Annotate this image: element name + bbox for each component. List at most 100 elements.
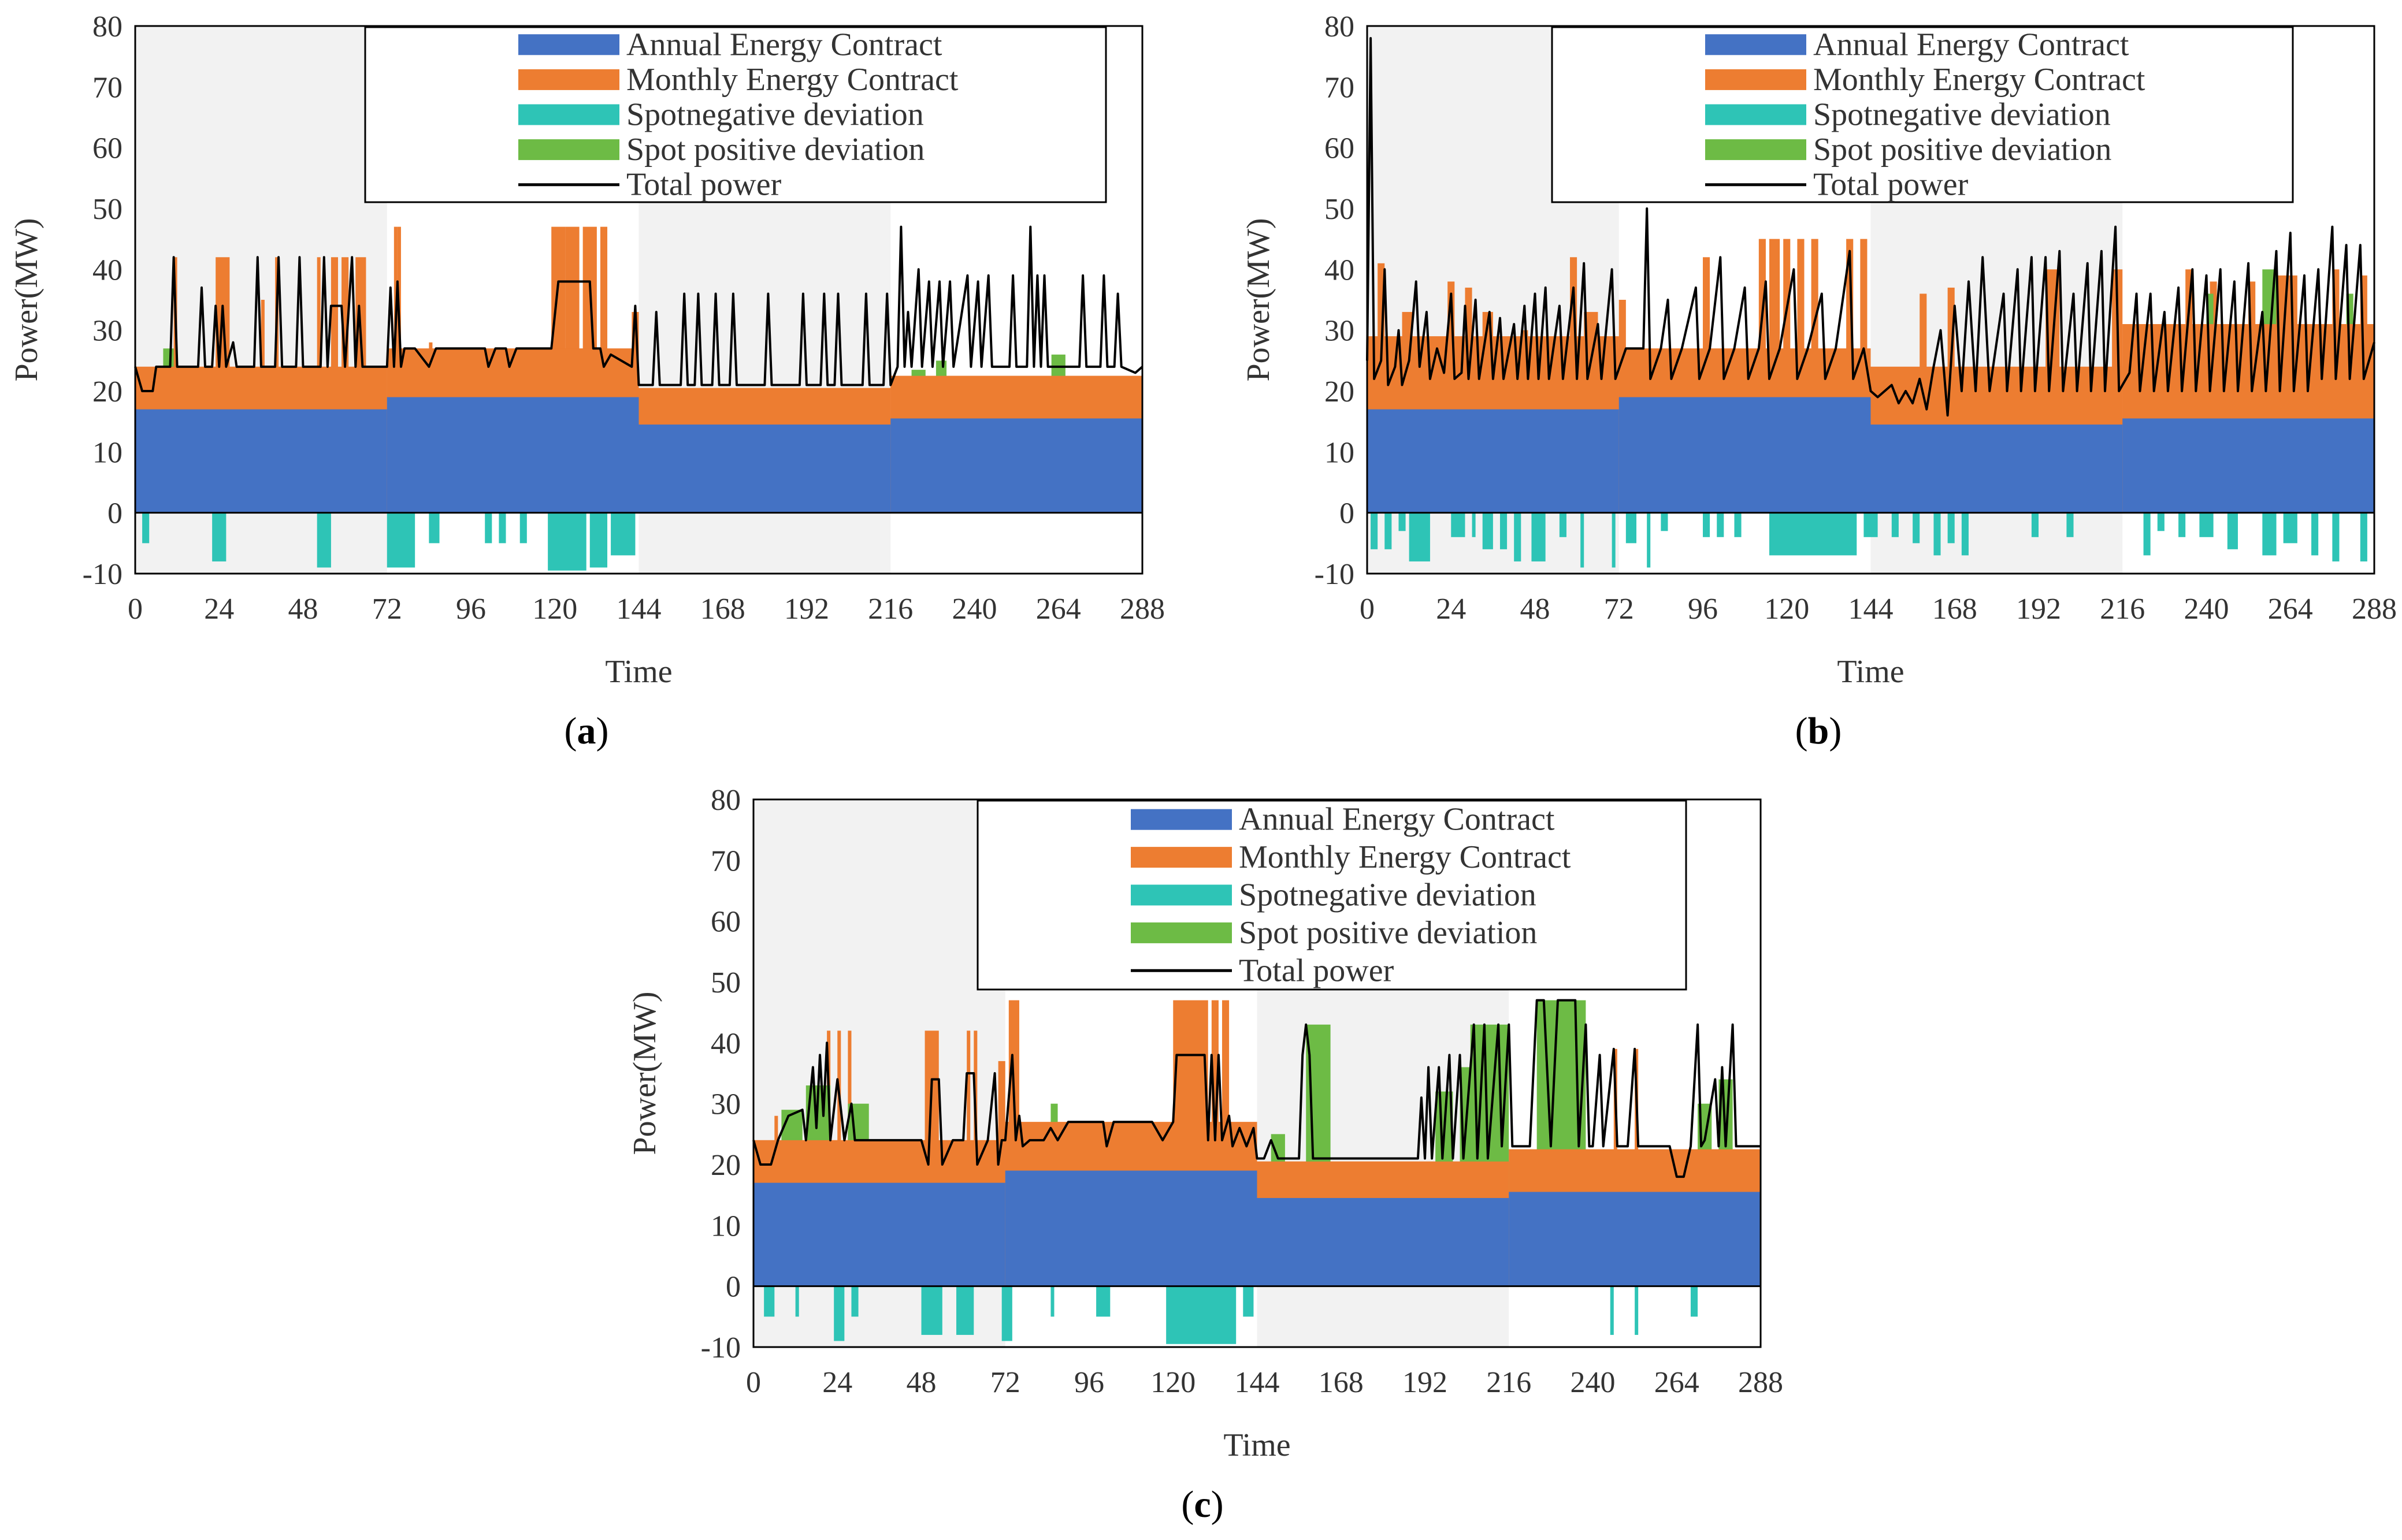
spot-negative-bar	[212, 512, 227, 561]
spot-negative-bar	[1717, 512, 1724, 537]
legend-swatch-monthly	[518, 69, 619, 90]
caption-letter: a	[577, 710, 596, 752]
x-tick-label: 216	[1486, 1366, 1531, 1399]
annual-contract-segment	[1257, 1197, 1509, 1286]
spot-negative-bar	[1451, 512, 1465, 537]
x-tick-label: 240	[1571, 1366, 1616, 1399]
spot-negative-bar	[499, 512, 506, 544]
spot-negative-bar	[1913, 512, 1920, 544]
total-power-line	[1366, 37, 2375, 417]
spot-negative-bar	[1398, 512, 1406, 531]
x-axis-title: Time	[1837, 654, 1904, 690]
y-tick-label: 20	[1324, 375, 1354, 408]
legend-swatch-monthly	[1131, 847, 1232, 868]
panel-caption: (b)	[1795, 710, 1842, 752]
spot-negative-bar	[1612, 512, 1616, 568]
x-tick-label: 192	[2016, 593, 2061, 626]
spot-negative-bar	[1734, 512, 1742, 537]
spot-negative-bar	[1610, 1286, 1614, 1335]
y-tick-label: 50	[92, 193, 122, 226]
caption-letter: c	[1194, 1483, 1211, 1526]
spot-negative-bar	[1961, 512, 1969, 556]
plot-frame	[1366, 25, 2375, 575]
y-tick-label: 30	[1324, 315, 1354, 348]
spot-negative-bar	[589, 512, 608, 568]
spot-negative-bar	[834, 1286, 845, 1341]
x-tick-label: 120	[532, 593, 577, 626]
x-tick-label: 288	[1120, 593, 1165, 626]
y-tick-label: 0	[726, 1271, 741, 1304]
x-tick-label: 144	[1235, 1366, 1280, 1399]
annual-contract-segment	[1509, 1192, 1761, 1286]
legend-label-spot_positive: Spot positive deviation	[1813, 132, 2111, 168]
x-tick-label: 144	[1848, 593, 1894, 626]
y-tick-label: 10	[711, 1210, 741, 1243]
x-tick-label: 216	[868, 593, 913, 626]
y-tick-label: 60	[711, 906, 741, 939]
x-tick-label: 24	[204, 593, 234, 626]
legend-label-total: Total power	[626, 167, 782, 203]
spot-negative-bar	[764, 1286, 775, 1317]
x-tick-label: 120	[1150, 1366, 1196, 1399]
legend-label-annual: Annual Energy Contract	[626, 27, 942, 62]
annual-contract-segment	[2122, 418, 2374, 513]
y-tick-label: -10	[701, 1331, 741, 1364]
plot-frame	[134, 25, 1144, 575]
spot-negative-bar	[956, 1286, 974, 1335]
x-tick-label: 96	[1074, 1366, 1104, 1399]
x-tick-label: 264	[1654, 1366, 1699, 1399]
y-tick-label: 30	[92, 315, 122, 348]
legend-box	[364, 26, 1107, 203]
annual-contract-segment	[1367, 409, 1619, 513]
spot-negative-bar	[1559, 512, 1566, 537]
spot-negative-bar	[1001, 1286, 1012, 1341]
legend-swatch-spot_negative	[1705, 104, 1806, 125]
legend-label-monthly: Monthly Energy Contract	[1239, 839, 1571, 875]
spot-negative-bar	[2360, 512, 2367, 561]
spot-negative-bar	[1625, 512, 1637, 544]
caption-close: )	[596, 710, 609, 752]
spot-negative-bar	[429, 512, 440, 544]
x-tick-label: 192	[1402, 1366, 1447, 1399]
x-tick-label: 288	[1738, 1366, 1783, 1399]
spot-negative-bar	[1947, 512, 1955, 544]
total-power-line	[752, 999, 1761, 1178]
legend-label-annual: Annual Energy Contract	[1813, 27, 2129, 62]
spot-negative-bar	[1635, 1286, 1639, 1335]
spot-negative-bar	[1166, 1286, 1237, 1344]
y-tick-label: 10	[92, 436, 122, 469]
spot-negative-bar	[921, 1286, 942, 1335]
spot-negative-bar	[387, 512, 415, 568]
x-tick-label: 168	[1319, 1366, 1364, 1399]
legend-label-spot_positive: Spot positive deviation	[1239, 915, 1537, 951]
legend-swatch-spot_positive	[1705, 139, 1806, 161]
legend-swatch-spot_negative	[1131, 884, 1232, 906]
y-tick-label: 70	[711, 845, 741, 877]
y-tick-label: 80	[1324, 10, 1354, 43]
x-tick-label: 72	[1604, 593, 1634, 626]
spot-negative-bar	[485, 512, 492, 544]
x-tick-label: 168	[1932, 593, 1977, 626]
legend-swatch-monthly	[1705, 69, 1806, 90]
legend-label-spot_positive: Spot positive deviation	[626, 132, 925, 168]
legend-swatch-annual	[1131, 809, 1232, 830]
y-tick-label: 50	[1324, 193, 1354, 226]
y-tick-label: 30	[711, 1088, 741, 1121]
spot-negative-bar	[1409, 512, 1430, 561]
spot-negative-bar	[2031, 512, 2039, 537]
legend-box	[977, 799, 1687, 991]
x-tick-label: 120	[1764, 593, 1809, 626]
y-tick-label: 50	[711, 966, 741, 999]
x-axis-title: Time	[605, 654, 672, 690]
y-tick-label: 60	[92, 132, 122, 165]
spot-negative-bar	[2066, 512, 2074, 537]
legend-label-total: Total power	[1813, 167, 1969, 203]
spot-negative-bar	[2262, 512, 2277, 556]
spot-negative-bar	[2178, 512, 2186, 537]
y-tick-label: 10	[1324, 436, 1354, 469]
y-axis-title: Power(MW)	[1241, 218, 1276, 381]
